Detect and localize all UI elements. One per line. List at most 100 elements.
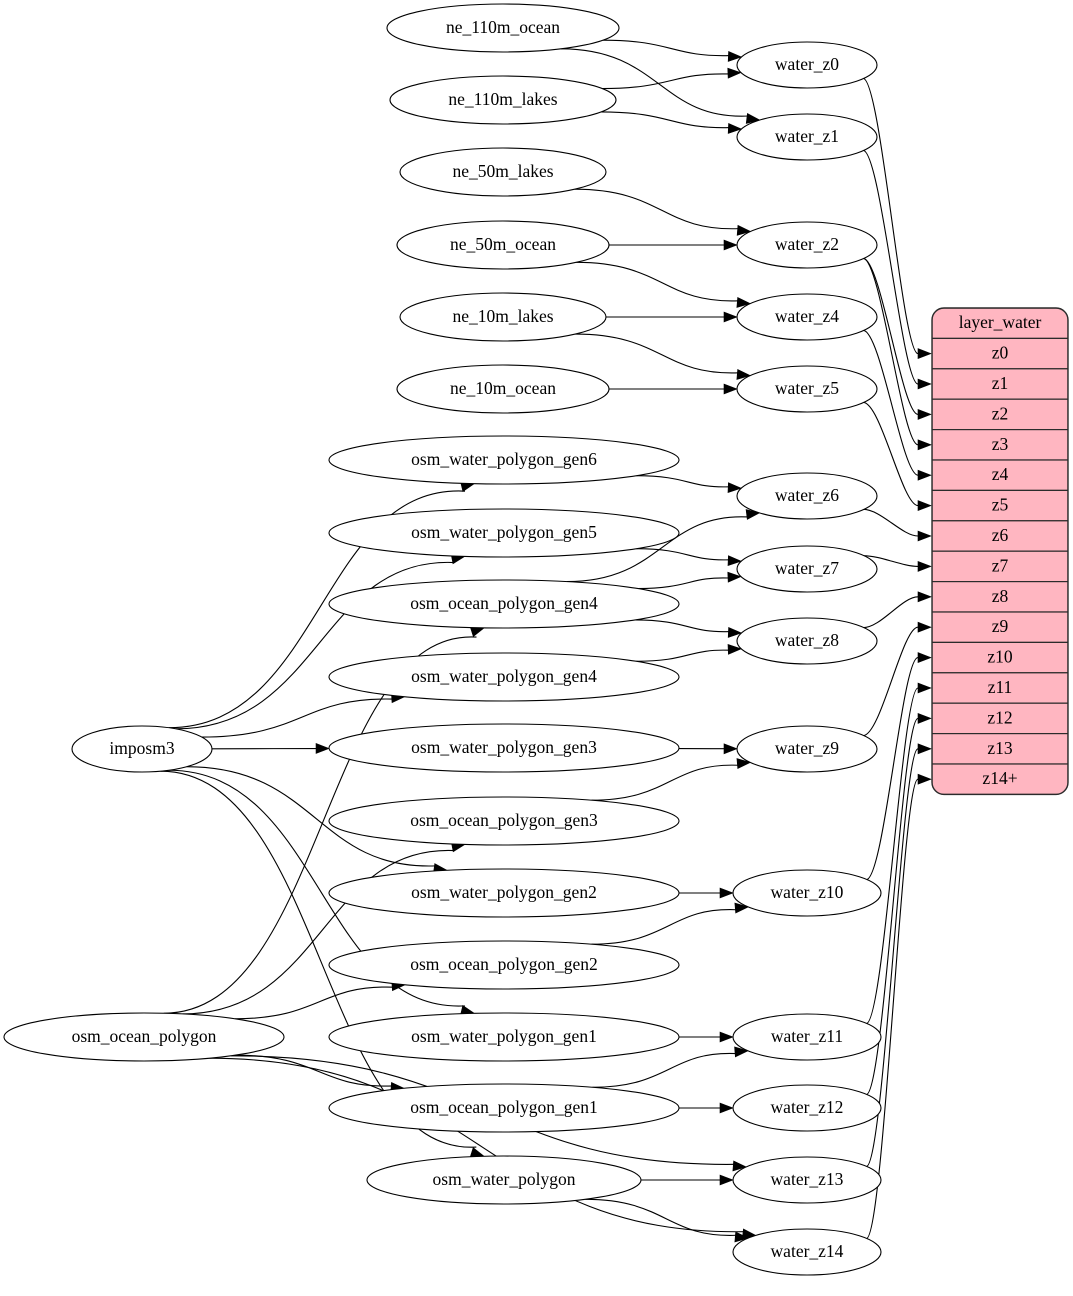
- osm-table-node-osm_water_polygon_gen2[interactable]: osm_water_polygon_gen2: [328, 868, 680, 918]
- table-row[interactable]: z1: [932, 368, 1068, 400]
- table-row-cell: [932, 520, 1068, 552]
- table-row-cell: [932, 732, 1068, 765]
- node-label: water_z14: [771, 1241, 844, 1261]
- graph-edge: [601, 111, 730, 129]
- water-zoom-node-water_z2[interactable]: water_z2: [736, 221, 878, 269]
- water-zoom-node-water_z9[interactable]: water_z9: [736, 725, 878, 773]
- osm-table-node-osm_ocean_polygon_gen3[interactable]: osm_ocean_polygon_gen3: [328, 796, 680, 846]
- node-label: water_z12: [771, 1097, 844, 1117]
- water-zoom-node-water_z5[interactable]: water_z5: [736, 365, 878, 413]
- water-zoom-node-water_z7[interactable]: water_z7: [736, 545, 878, 593]
- node-shape: [328, 652, 680, 702]
- table-row-cell: [932, 550, 1068, 583]
- osm-table-node-osm_water_polygon_gen3[interactable]: osm_water_polygon_gen3: [328, 723, 680, 773]
- edge-arrowhead: [727, 571, 742, 583]
- edge-arrowhead: [734, 1046, 749, 1058]
- osm-table-node-osm_ocean_polygon_gen2[interactable]: osm_ocean_polygon_gen2: [328, 940, 680, 990]
- table-row[interactable]: z4: [932, 459, 1068, 491]
- table-row[interactable]: z9: [932, 611, 1068, 643]
- osm-table-node-osm_ocean_polygon_gen1[interactable]: osm_ocean_polygon_gen1: [328, 1083, 680, 1133]
- edge-arrowhead: [719, 887, 734, 899]
- node-label: osm_ocean_polygon_gen2: [410, 954, 598, 974]
- table-row-cell: [932, 459, 1068, 491]
- water-zoom-node-water_z11[interactable]: water_z11: [732, 1013, 882, 1061]
- graph-edge: [865, 687, 919, 1025]
- water-zoom-node-water_z8[interactable]: water_z8: [736, 617, 878, 665]
- water-zoom-node-water_z12[interactable]: water_z12: [732, 1084, 882, 1132]
- graph-edge: [592, 1053, 737, 1088]
- water-zoom-node-water_z13[interactable]: water_z13: [732, 1156, 882, 1204]
- node-label: osm_water_polygon_gen6: [411, 449, 597, 469]
- edge-arrowhead: [732, 1160, 748, 1172]
- table-row[interactable]: z2: [932, 398, 1068, 431]
- node-shape: [328, 868, 680, 918]
- node-label: ne_50m_lakes: [452, 161, 553, 181]
- graph-edge: [201, 698, 393, 738]
- table-row[interactable]: z0: [932, 337, 1068, 370]
- osm-table-node-osm_water_polygon_gen1[interactable]: osm_water_polygon_gen1: [328, 1012, 680, 1062]
- ne-source-node-ne_110m_ocean[interactable]: ne_110m_ocean: [386, 3, 620, 53]
- water-zoom-node-water_z1[interactable]: water_z1: [736, 113, 878, 161]
- table-row[interactable]: z8: [932, 580, 1068, 613]
- table-row-label: z1: [992, 373, 1009, 393]
- table-row[interactable]: z3: [932, 429, 1068, 461]
- edge-arrowhead: [723, 239, 738, 251]
- table-row-label: z14+: [982, 768, 1017, 788]
- ne-source-node-ne_110m_lakes[interactable]: ne_110m_lakes: [389, 75, 617, 125]
- edge-arrowhead: [727, 51, 743, 62]
- table-row[interactable]: z6: [932, 520, 1068, 552]
- edge-arrowhead: [917, 530, 932, 542]
- ne-source-node-ne_10m_lakes[interactable]: ne_10m_lakes: [399, 292, 607, 342]
- node-shape: [399, 292, 607, 342]
- graph-edge: [636, 548, 730, 561]
- table-row[interactable]: z7: [932, 550, 1068, 583]
- ne-source-node-ne_50m_ocean[interactable]: ne_50m_ocean: [396, 220, 610, 270]
- ne-source-node-ne_10m_ocean[interactable]: ne_10m_ocean: [396, 364, 610, 414]
- node-shape: [366, 1155, 642, 1205]
- table-row[interactable]: z11: [932, 672, 1068, 704]
- water-zoom-node-water_z0[interactable]: water_z0: [736, 41, 878, 89]
- water-zoom-node-water_z6[interactable]: water_z6: [736, 472, 878, 520]
- node-shape: [736, 472, 878, 520]
- graph-edge: [862, 77, 919, 355]
- node-shape: [328, 579, 680, 629]
- graph-edge: [637, 577, 730, 590]
- edge-arrowhead: [727, 482, 743, 494]
- table-row[interactable]: z14+: [932, 763, 1068, 795]
- edge-arrowhead: [917, 348, 932, 360]
- graph-edge: [865, 778, 919, 1240]
- table-row[interactable]: z12: [932, 702, 1068, 735]
- edge-arrowhead: [727, 555, 743, 567]
- source-node-osm_ocean_polygon[interactable]: osm_ocean_polygon: [3, 1012, 285, 1062]
- graph-edge: [576, 261, 739, 302]
- water-zoom-node-water_z10[interactable]: water_z10: [732, 869, 882, 917]
- graph-edge: [602, 39, 730, 57]
- node-shape: [736, 113, 878, 161]
- edge-arrowhead: [917, 500, 932, 512]
- node-shape: [328, 508, 680, 558]
- table-row[interactable]: z13: [932, 732, 1068, 765]
- table-header-cell: [932, 308, 1068, 339]
- water-zoom-node-water_z14[interactable]: water_z14: [732, 1228, 882, 1276]
- edge-arrowhead: [917, 773, 932, 785]
- graph-edge: [602, 73, 730, 90]
- table-row[interactable]: z10: [932, 641, 1068, 674]
- osm-table-node-osm_water_polygon_gen5[interactable]: osm_water_polygon_gen5: [328, 508, 680, 558]
- node-label: ne_10m_lakes: [452, 306, 553, 326]
- osm-table-node-osm_water_polygon[interactable]: osm_water_polygon: [366, 1155, 642, 1205]
- table-row[interactable]: z5: [932, 489, 1068, 522]
- node-label: water_z8: [775, 630, 839, 650]
- source-node-imposm3[interactable]: imposm3: [71, 725, 213, 773]
- graph-edge: [163, 636, 477, 1014]
- table-row-label: z0: [992, 343, 1009, 363]
- edge-arrowhead: [727, 626, 743, 638]
- node-label: ne_50m_ocean: [450, 234, 556, 254]
- ne-source-node-ne_50m_lakes[interactable]: ne_50m_lakes: [399, 147, 607, 197]
- osm-table-node-osm_ocean_polygon_gen4[interactable]: osm_ocean_polygon_gen4: [328, 579, 680, 629]
- osm-table-node-osm_water_polygon_gen4[interactable]: osm_water_polygon_gen4: [328, 652, 680, 702]
- table-row-label: z12: [987, 707, 1012, 727]
- node-label: ne_110m_ocean: [446, 17, 560, 37]
- water-zoom-node-water_z4[interactable]: water_z4: [736, 293, 878, 341]
- table-row-cell: [932, 611, 1068, 643]
- osm-table-node-osm_water_polygon_gen6[interactable]: osm_water_polygon_gen6: [328, 435, 680, 485]
